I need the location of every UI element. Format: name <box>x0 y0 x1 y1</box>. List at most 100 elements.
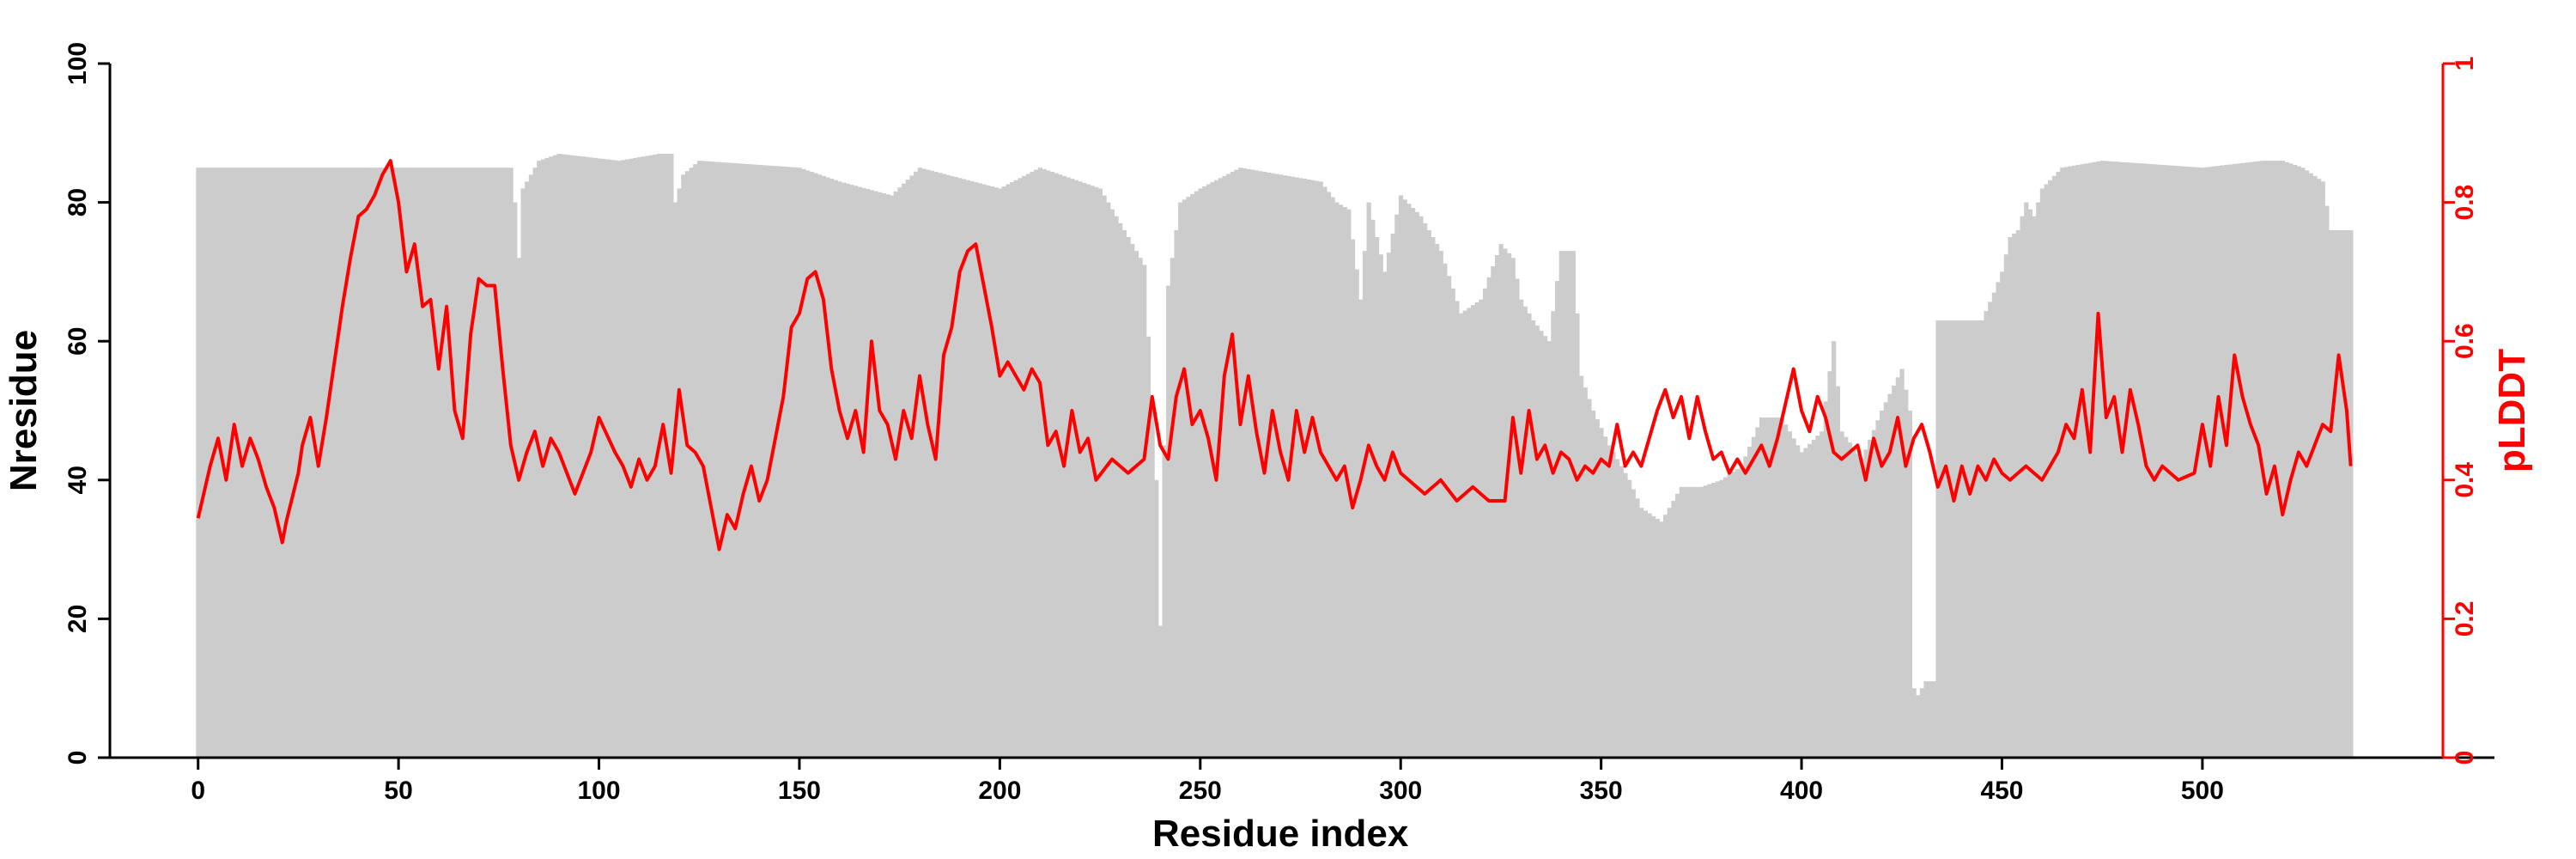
nresidue-bar <box>2220 165 2226 758</box>
nresidue-bar <box>849 185 854 758</box>
nresidue-bar <box>825 177 830 758</box>
nresidue-bar <box>1186 197 1191 758</box>
nresidue-bar <box>324 168 330 758</box>
nresidue-bar <box>513 202 518 758</box>
nresidue-bar <box>1899 369 1905 758</box>
nresidue-bar <box>1022 175 1027 758</box>
nresidue-bar <box>1827 371 1832 758</box>
nresidue-bar <box>1739 466 1744 758</box>
nresidue-bar <box>1230 172 1236 758</box>
nresidue-bar <box>1310 180 1315 758</box>
nresidue-bar <box>453 168 458 758</box>
nresidue-bar <box>1554 281 1560 758</box>
nresidue-bar <box>1919 688 1925 758</box>
nresidue-bar <box>1542 336 1548 758</box>
x-tick-label: 450 <box>1980 777 2023 805</box>
nresidue-bar <box>805 170 811 758</box>
nresidue-bar <box>2168 165 2173 758</box>
nresidue-bar <box>477 168 482 758</box>
nresidue-bar <box>304 168 309 758</box>
nresidue-bar <box>352 168 357 758</box>
nresidue-bar <box>1142 265 1147 758</box>
nresidue-bar <box>328 168 333 758</box>
nresidue-bar <box>388 168 393 758</box>
nresidue-bar <box>624 159 630 758</box>
nresidue-bar <box>1386 253 1392 758</box>
nresidue-bar <box>2200 168 2205 758</box>
nresidue-bar <box>1126 237 1131 758</box>
nresidue-bar <box>1856 454 1861 758</box>
nresidue-bar <box>1759 417 1765 758</box>
nresidue-bar <box>845 183 850 758</box>
nresidue-bar <box>2087 162 2093 758</box>
nresidue-bar <box>2015 229 2021 758</box>
nresidue-bar <box>2123 162 2129 758</box>
nresidue-bar <box>2039 188 2045 758</box>
nresidue-bar <box>1875 420 1880 758</box>
nresidue-bar <box>1578 375 1584 758</box>
nresidue-bar <box>1675 493 1680 758</box>
nresidue-bar <box>1803 448 1808 758</box>
nresidue-bar <box>1109 209 1115 758</box>
nresidue-bar <box>732 163 738 758</box>
nresidue-bar <box>1130 244 1135 758</box>
nresidue-bar <box>1474 302 1479 758</box>
nresidue-bar <box>2344 229 2349 758</box>
nresidue-bar <box>1635 498 1640 758</box>
nresidue-bar <box>244 168 249 758</box>
nresidue-bar <box>977 183 982 758</box>
x-tick-label: 150 <box>778 777 821 805</box>
nresidue-bar <box>364 168 369 758</box>
nresidue-bar <box>2020 216 2025 758</box>
nresidue-bar <box>380 168 386 758</box>
nresidue-bar <box>508 168 513 758</box>
nresidue-bar <box>833 180 838 758</box>
nresidue-bar <box>621 160 626 758</box>
nresidue-bar <box>950 175 955 758</box>
nresidue-bar <box>725 162 730 758</box>
nresidue-bar <box>945 174 951 758</box>
nresidue-bar <box>332 168 337 758</box>
nresidue-bar <box>384 168 390 758</box>
nresidue-bar <box>809 172 814 758</box>
nresidue-bar <box>909 175 914 758</box>
nresidue-bar <box>456 168 462 758</box>
nresidue-bar <box>897 187 902 758</box>
nresidue-bar <box>857 186 862 758</box>
nresidue-bar <box>1157 625 1163 758</box>
y-left-tick-label: 100 <box>64 42 92 85</box>
nresidue-bar <box>2116 161 2121 758</box>
nresidue-bar <box>1274 174 1279 758</box>
nresidue-bar <box>705 161 710 758</box>
nresidue-bar <box>516 258 522 758</box>
nresidue-bar <box>1775 417 1780 758</box>
nresidue-bar <box>821 175 826 758</box>
nresidue-bar <box>1479 299 1484 758</box>
nresidue-bar <box>660 154 666 758</box>
nresidue-bar <box>1510 258 1516 758</box>
nresidue-bar <box>1446 276 1452 758</box>
nresidue-bar <box>1102 195 1107 758</box>
nresidue-bar <box>744 164 750 758</box>
nresidue-bar <box>1859 459 1865 758</box>
nresidue-bar <box>1458 313 1464 758</box>
nresidue-bar <box>941 174 946 758</box>
nresidue-bar <box>1747 447 1753 758</box>
nresidue-bar <box>1895 377 1901 758</box>
nresidue-bar <box>677 188 682 758</box>
nresidue-bar <box>561 154 566 758</box>
nresidue-bar <box>1462 310 1467 758</box>
nresidue-bar <box>2216 166 2221 758</box>
nresidue-bar <box>1121 229 1127 758</box>
nresidue-bar <box>2111 161 2117 758</box>
nresidue-bar <box>1940 320 1945 758</box>
nresidue-bar <box>2212 166 2217 758</box>
nresidue-bar <box>360 168 366 758</box>
nresidue-bar <box>2108 161 2113 758</box>
nresidue-bar <box>2340 229 2346 758</box>
nresidue-bar <box>1667 508 1672 758</box>
nresidue-bar <box>2128 162 2133 758</box>
y-left-tick-label: 40 <box>64 466 92 494</box>
nresidue-bar <box>460 168 465 758</box>
nresidue-bar <box>592 157 598 758</box>
